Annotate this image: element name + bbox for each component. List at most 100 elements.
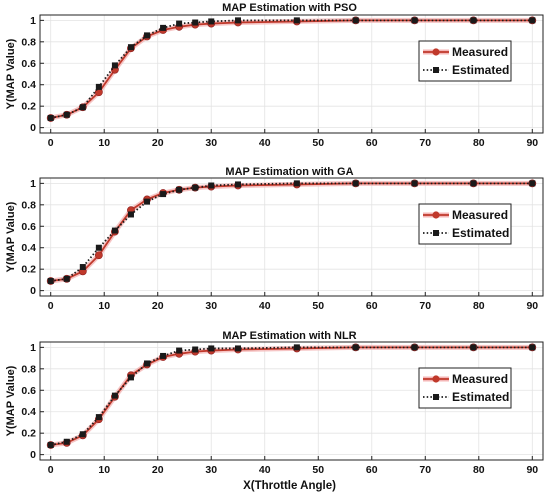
nlr-estimated-point bbox=[95, 414, 102, 421]
ga-measured-point bbox=[94, 251, 103, 260]
pso-x-tick-label: 60 bbox=[366, 137, 378, 149]
pso-legend-measured-label: Measured bbox=[452, 45, 508, 59]
pso-x-tick-label: 0 bbox=[48, 137, 54, 149]
pso-estimated-point bbox=[127, 44, 134, 51]
ga-legend-estimated-marker bbox=[433, 230, 439, 236]
nlr-estimated-point bbox=[47, 441, 54, 448]
ga-legend-box bbox=[418, 203, 512, 245]
ga-estimated-point bbox=[208, 182, 215, 189]
pso-estimated-point bbox=[234, 17, 241, 24]
ga-estimated-point bbox=[352, 180, 359, 187]
ga-x-tick-label: 30 bbox=[205, 300, 217, 312]
pso-y-tick-label: 0.6 bbox=[21, 58, 36, 70]
nlr-estimated-point bbox=[293, 344, 300, 351]
nlr-x-tick-label: 30 bbox=[205, 464, 217, 476]
nlr-estimated-point bbox=[176, 347, 183, 354]
nlr-legend-estimated-label: Estimated bbox=[452, 390, 509, 404]
nlr-x-tick-label: 10 bbox=[98, 464, 110, 476]
ga-x-tick-label: 40 bbox=[259, 300, 271, 312]
pso-estimated-point bbox=[111, 62, 118, 69]
nlr-y-tick-label: 1 bbox=[30, 342, 36, 354]
nlr-legend: Measured Estimated bbox=[418, 367, 512, 409]
nlr-axes-frame bbox=[39, 341, 544, 461]
ga-x-tick-label: 90 bbox=[526, 300, 538, 312]
nlr-legend-box bbox=[418, 367, 512, 409]
pso-x-tick-label: 30 bbox=[205, 137, 217, 149]
nlr-estimated-point bbox=[529, 344, 536, 351]
ga-estimated-line bbox=[50, 182, 533, 282]
nlr-x-tick-label: 0 bbox=[48, 464, 54, 476]
ga-estimated-point bbox=[79, 264, 86, 271]
ga-x-tick-label: 50 bbox=[312, 300, 324, 312]
ga-x-tick-label: 60 bbox=[366, 300, 378, 312]
nlr-x-axis-label: X(Throttle Angle) bbox=[243, 480, 336, 492]
ga-y-tick-label: 0.8 bbox=[21, 199, 36, 211]
pso-chart-title: MAP Estimation with PSO bbox=[222, 2, 357, 14]
ga-y-tick-label: 0.2 bbox=[21, 264, 36, 276]
pso-y-tick-label: 0.2 bbox=[21, 101, 36, 113]
ga-y-tick-label: 0 bbox=[30, 285, 36, 297]
nlr-x-tick-label: 70 bbox=[419, 464, 431, 476]
ga-legend-measured-label: Measured bbox=[452, 208, 508, 222]
pso-estimated-point bbox=[63, 111, 70, 118]
ga-axes-frame bbox=[39, 177, 544, 297]
ga-x-tick-label: 0 bbox=[48, 300, 54, 312]
panel-pso: 0 10 20 30 40 50 60 70 80 90 0 0.2 0.4 0.6 0.8 1 MAP Est… bbox=[5, 2, 544, 149]
ga-estimated-point bbox=[95, 244, 102, 251]
ga-y-axis-label: Y(MAP Value) bbox=[5, 201, 17, 272]
nlr-estimated-point bbox=[470, 344, 477, 351]
nlr-y-tick-label: 0.6 bbox=[21, 385, 36, 397]
pso-legend: Measured Estimated bbox=[418, 40, 512, 82]
pso-x-tick-label: 80 bbox=[473, 137, 485, 149]
panel-nlr: 0 10 20 30 40 50 60 70 80 90 0 0.2 0.4 0.6 0.8 1 MAP Est… bbox=[5, 330, 544, 492]
ga-estimated-point bbox=[192, 184, 199, 191]
ga-y-tick-label: 1 bbox=[30, 178, 36, 190]
pso-y-tick-label: 1 bbox=[30, 15, 36, 27]
pso-y-axis-label: Y(MAP Value) bbox=[5, 38, 17, 109]
pso-estimated-point bbox=[192, 19, 199, 26]
nlr-y-axis-label: Y(MAP Value) bbox=[5, 365, 17, 436]
nlr-y-tick-label: 0.2 bbox=[21, 428, 36, 440]
nlr-chart-title: MAP Estimation with NLR bbox=[222, 330, 356, 342]
pso-estimated-point bbox=[208, 18, 215, 25]
nlr-estimated-point bbox=[144, 360, 151, 367]
pso-estimated-point bbox=[352, 17, 359, 24]
pso-y-tick-label: 0.8 bbox=[21, 36, 36, 48]
nlr-y-tick-label: 0 bbox=[30, 449, 36, 461]
ga-y-tick-label: 0.4 bbox=[21, 242, 36, 254]
pso-estimated-point bbox=[144, 32, 151, 39]
nlr-x-tick-label: 40 bbox=[259, 464, 271, 476]
nlr-x-tick-label: 20 bbox=[152, 464, 164, 476]
ga-x-tick-label: 80 bbox=[473, 300, 485, 312]
nlr-estimated-point bbox=[208, 345, 215, 352]
ga-estimated-point bbox=[47, 277, 54, 284]
nlr-legend-estimated-marker bbox=[433, 394, 439, 400]
pso-estimated-point bbox=[160, 24, 167, 31]
nlr-estimated-point bbox=[352, 344, 359, 351]
ga-y-tick-label: 0.6 bbox=[21, 221, 36, 233]
pso-estimated-point bbox=[529, 17, 536, 24]
panel-ga: 0 10 20 30 40 50 60 70 80 90 0 0.2 0.4 0.6 0.8 1 MAP Est… bbox=[5, 166, 544, 312]
pso-legend-estimated-marker bbox=[433, 67, 439, 73]
pso-estimated-point bbox=[293, 17, 300, 24]
nlr-estimated-point bbox=[160, 352, 167, 359]
ga-x-tick-label: 10 bbox=[98, 300, 110, 312]
pso-legend-box bbox=[418, 40, 512, 82]
pso-x-tick-label: 40 bbox=[259, 137, 271, 149]
ga-legend-estimated-label: Estimated bbox=[452, 226, 509, 240]
pso-x-tick-label: 20 bbox=[152, 137, 164, 149]
pso-y-tick-label: 0.4 bbox=[21, 79, 36, 91]
pso-legend-estimated-label: Estimated bbox=[452, 63, 509, 77]
nlr-estimated-point bbox=[234, 345, 241, 352]
ga-legend-measured-marker bbox=[432, 211, 440, 219]
nlr-estimated-point bbox=[63, 438, 70, 445]
nlr-x-tick-label: 90 bbox=[526, 464, 538, 476]
pso-estimated-point bbox=[470, 17, 477, 24]
ga-estimated-point bbox=[63, 275, 70, 282]
ga-x-tick-label: 20 bbox=[152, 300, 164, 312]
ga-estimated-point bbox=[176, 186, 183, 193]
pso-axes-frame bbox=[39, 14, 544, 134]
pso-y-tick-label: 0 bbox=[30, 122, 36, 134]
ga-estimated-point bbox=[144, 198, 151, 205]
